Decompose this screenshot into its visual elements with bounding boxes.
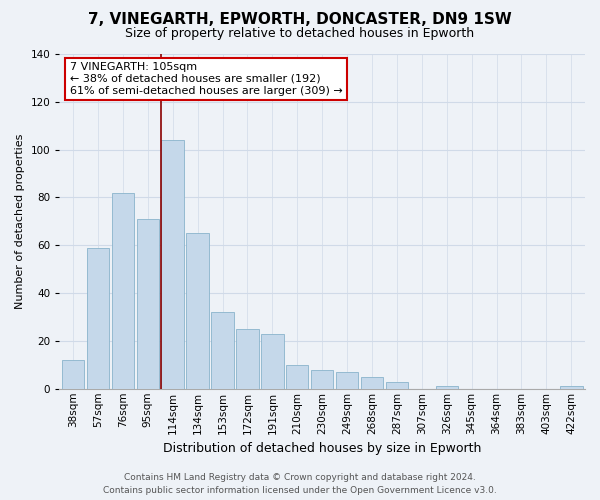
Bar [261, 334, 284, 389]
Bar [211, 312, 234, 389]
Bar [336, 372, 358, 389]
Bar [137, 219, 159, 389]
Text: 7, VINEGARTH, EPWORTH, DONCASTER, DN9 1SW: 7, VINEGARTH, EPWORTH, DONCASTER, DN9 1S… [88, 12, 512, 28]
Bar [560, 386, 583, 389]
Bar [286, 365, 308, 389]
Bar [112, 192, 134, 389]
Bar [62, 360, 84, 389]
Bar [361, 377, 383, 389]
Bar [311, 370, 334, 389]
Text: Contains HM Land Registry data © Crown copyright and database right 2024.
Contai: Contains HM Land Registry data © Crown c… [103, 473, 497, 495]
Y-axis label: Number of detached properties: Number of detached properties [15, 134, 25, 309]
Bar [436, 386, 458, 389]
Bar [187, 234, 209, 389]
Text: Size of property relative to detached houses in Epworth: Size of property relative to detached ho… [125, 28, 475, 40]
Text: 7 VINEGARTH: 105sqm
← 38% of detached houses are smaller (192)
61% of semi-detac: 7 VINEGARTH: 105sqm ← 38% of detached ho… [70, 62, 343, 96]
Bar [386, 382, 408, 389]
Bar [161, 140, 184, 389]
Bar [87, 248, 109, 389]
X-axis label: Distribution of detached houses by size in Epworth: Distribution of detached houses by size … [163, 442, 481, 455]
Bar [236, 329, 259, 389]
